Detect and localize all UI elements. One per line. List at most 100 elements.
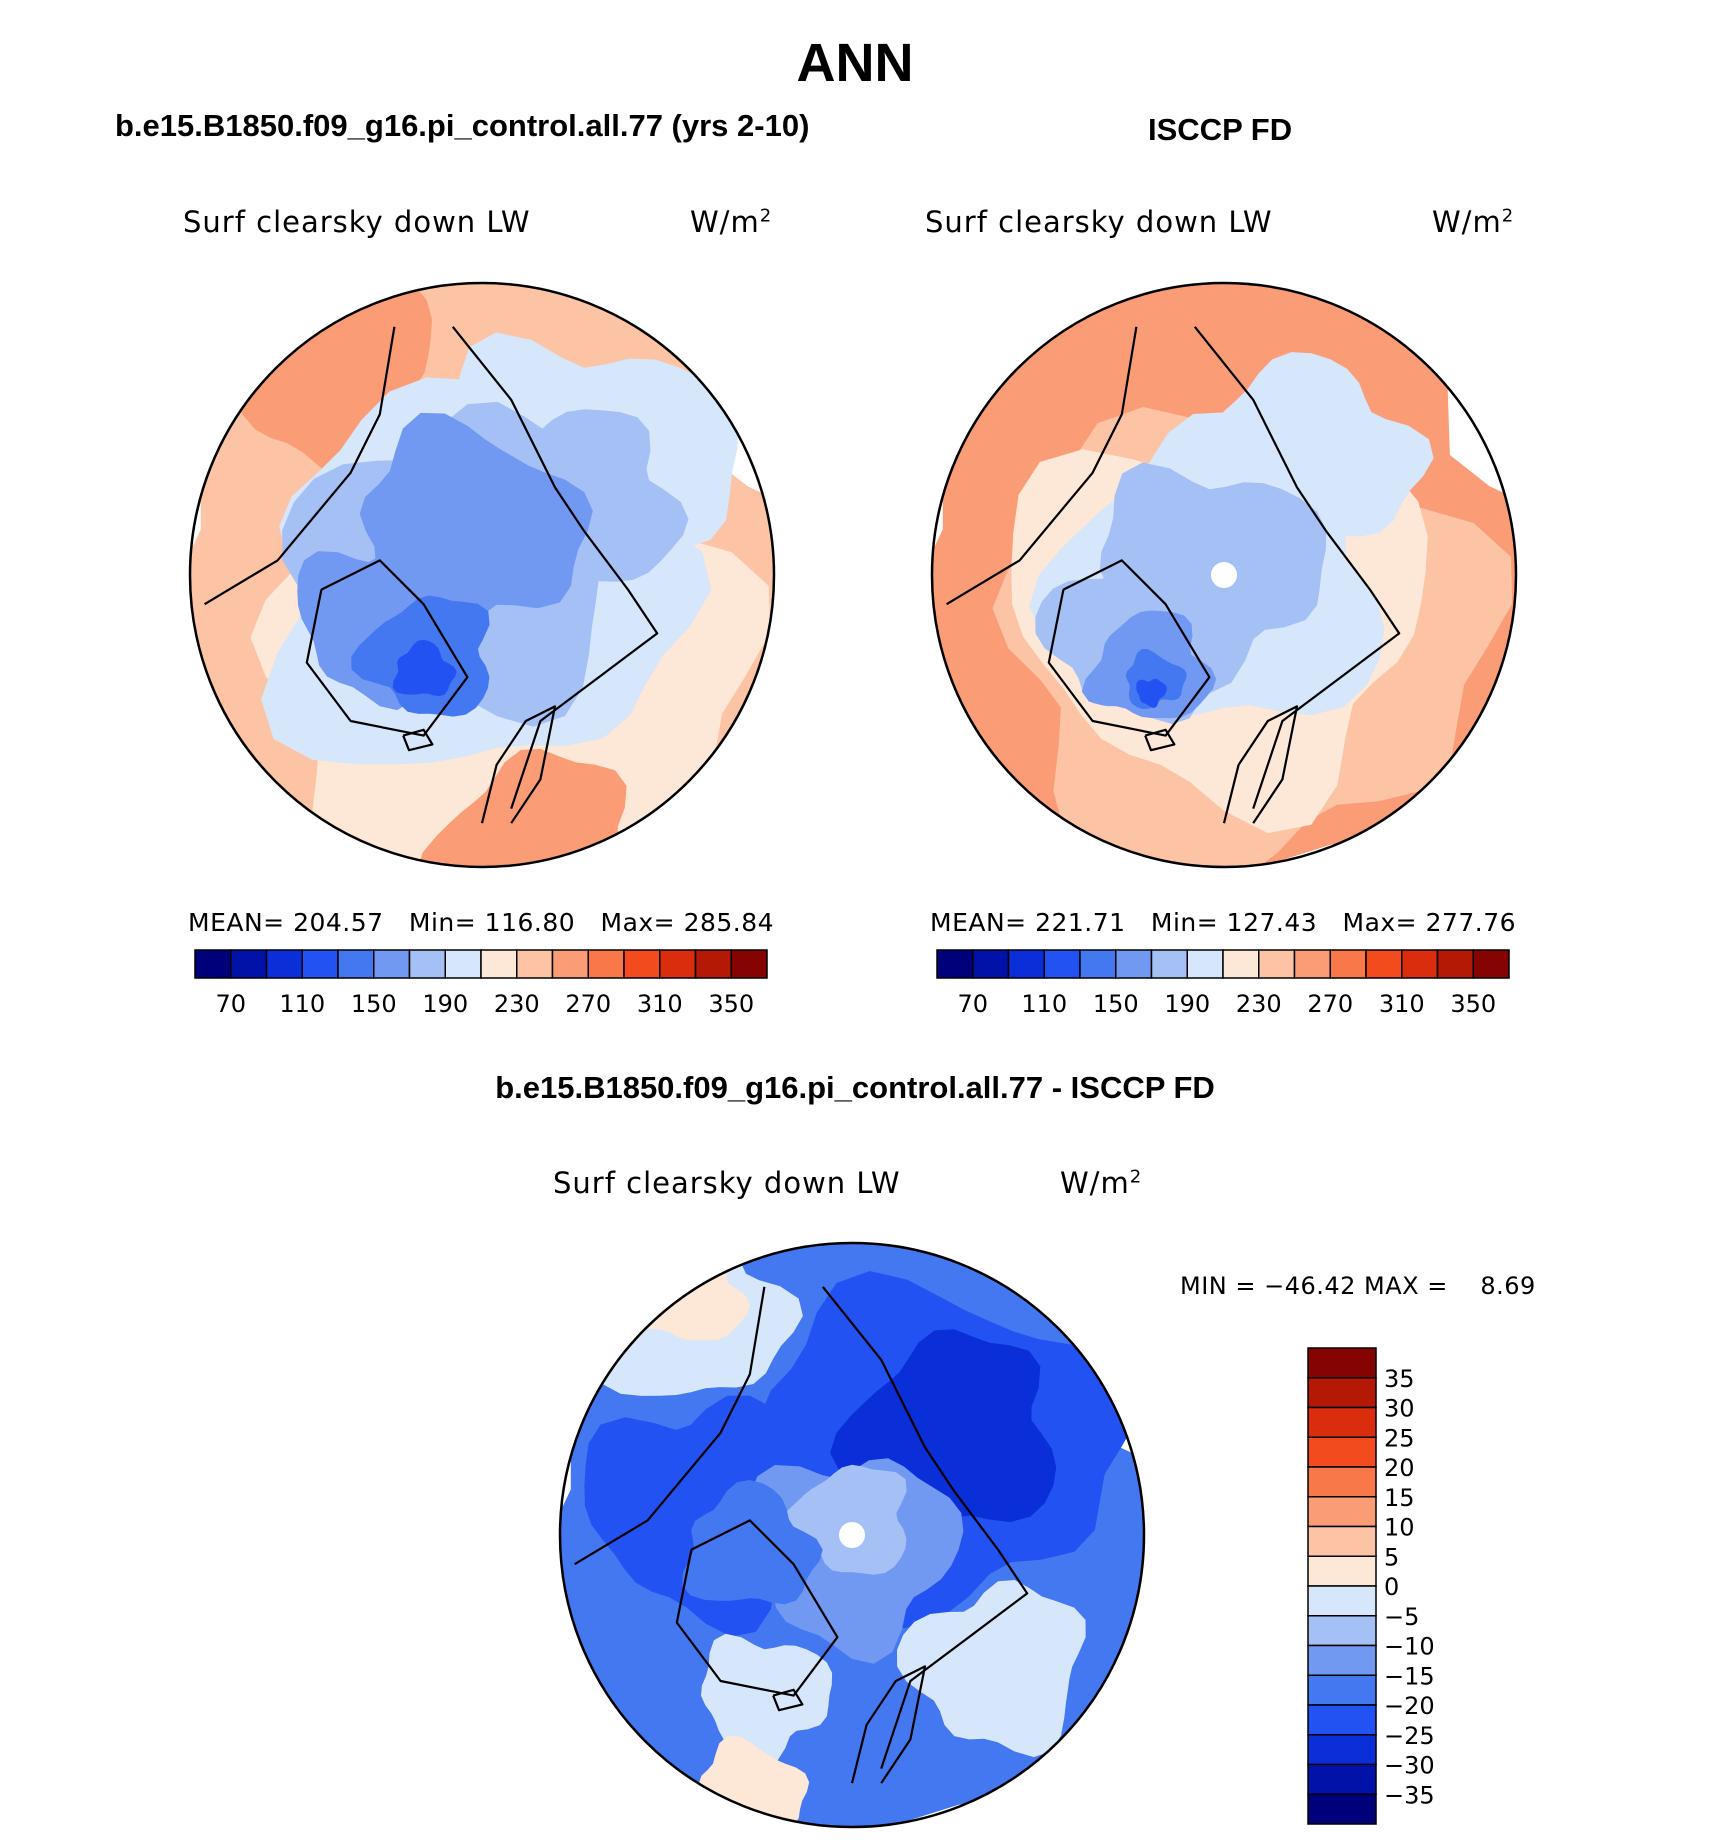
model-contour-region [416, 748, 643, 867]
diff-colorbar-tick: −15 [1384, 1662, 1435, 1690]
obs-colorbar-box [1186, 949, 1224, 979]
obs-colorbar-box [1293, 949, 1331, 979]
diff-colorbar-box [1307, 1525, 1377, 1557]
obs-colorbar-tick: 110 [1021, 990, 1067, 1018]
model-coastline [480, 705, 557, 824]
obs-map-border [930, 281, 1518, 869]
model-map-border [188, 281, 776, 869]
diff-contour-region [780, 1464, 907, 1575]
diff-colorbar-tick: −30 [1384, 1752, 1435, 1780]
model-colorbar-tick: 70 [215, 990, 246, 1018]
obs-coastline [1047, 559, 1211, 737]
model-colorbar-box [516, 949, 554, 979]
obs-colorbar-tick: 190 [1164, 990, 1210, 1018]
obs-max-value: 277.76 [1425, 908, 1517, 937]
obs-coastline [1193, 326, 1401, 809]
model-colorbar-box [194, 949, 232, 979]
model-colorbar-box [694, 949, 732, 979]
obs-colorbar-tick: 350 [1450, 990, 1496, 1018]
model-units-base: W/m [690, 205, 760, 239]
model-units-label: W/m2 [690, 205, 772, 239]
model-variable-label: Surf clearsky down LW [183, 205, 531, 239]
obs-map [932, 283, 1516, 867]
obs-colorbar-tick: 310 [1379, 990, 1425, 1018]
diff-colorbar-box [1307, 1763, 1377, 1795]
diff-contour-region [701, 1633, 833, 1768]
model-mean-label: MEAN= [188, 908, 285, 937]
model-max-label: Max= [600, 908, 676, 937]
model-max-value: 285.84 [683, 908, 775, 937]
model-colorbar-tick: 350 [708, 990, 754, 1018]
diff-colorbar-tick: 15 [1384, 1484, 1415, 1512]
diff-colorbar-tick: −5 [1384, 1603, 1419, 1631]
model-stats: MEAN= 204.57 Min= 116.80 Max= 285.84 [188, 908, 774, 937]
model-coastline [204, 326, 396, 606]
obs-colorbar-box [1222, 949, 1260, 979]
diff-colorbar-box [1307, 1674, 1377, 1706]
diff-colorbar-box [1307, 1406, 1377, 1438]
model-colorbar-tick: 310 [637, 990, 683, 1018]
model-colorbar-box [480, 949, 518, 979]
diff-colorbar-box [1307, 1793, 1377, 1825]
model-coastline [305, 559, 469, 737]
obs-colorbar-box [1007, 949, 1045, 979]
diff-colorbar-tick: −20 [1384, 1692, 1435, 1720]
model-colorbar-box [659, 949, 697, 979]
obs-mean-value: 221.71 [1035, 908, 1126, 937]
model-map [190, 283, 774, 867]
obs-colorbar-box [1401, 949, 1439, 979]
obs-variable-label: Surf clearsky down LW [925, 205, 1273, 239]
obs-panel-heading: ISCCP FD [1148, 112, 1293, 147]
model-colorbar-box [265, 949, 303, 979]
model-colorbar-box [373, 949, 411, 979]
diff-colorbar-box [1307, 1496, 1377, 1528]
diff-colorbar-tick: 0 [1384, 1573, 1399, 1601]
obs-colorbar-tick: 270 [1307, 990, 1353, 1018]
diff-colorbar-box [1307, 1555, 1377, 1587]
diff-coastline [675, 1519, 839, 1697]
obs-max-label: Max= [1342, 908, 1418, 937]
diff-map-border [558, 1241, 1146, 1829]
obs-units-exp: 2 [1501, 205, 1515, 227]
obs-colorbar-tick: 70 [957, 990, 988, 1018]
diff-colorbar-tick: 35 [1384, 1365, 1415, 1393]
diff-colorbar-box [1307, 1466, 1377, 1498]
model-mean-value: 204.57 [293, 908, 384, 937]
obs-colorbar-box [936, 949, 974, 979]
diff-contour-region [897, 1580, 1086, 1758]
diff-colorbar-box [1307, 1644, 1377, 1676]
diff-colorbar-box [1307, 1377, 1377, 1409]
model-colorbar-box [337, 949, 375, 979]
model-units-exp: 2 [759, 205, 773, 227]
diff-colorbar-box [1307, 1734, 1377, 1766]
obs-min-label: Min= [1150, 908, 1219, 937]
obs-colorbar-tick: 150 [1093, 990, 1139, 1018]
diff-colorbar-box [1307, 1347, 1377, 1379]
obs-mean-label: MEAN= [930, 908, 1027, 937]
diff-minmax-text: MIN = −46.42 MAX = 8.69 [1180, 1272, 1536, 1300]
model-min-value: 116.80 [484, 908, 576, 937]
figure-title: ANN [796, 33, 914, 93]
colorbars: 70 110 150 190 230 270 310 350 70 110 150 190 230 270… [194, 949, 1510, 1825]
model-colorbar-tick: 230 [494, 990, 540, 1018]
obs-colorbar-box [1115, 949, 1153, 979]
diff-units-exp: 2 [1129, 1166, 1143, 1188]
diff-variable-label: Surf clearsky down LW [553, 1166, 901, 1200]
model-colorbar-tick: 270 [565, 990, 611, 1018]
obs-coastline [946, 326, 1138, 606]
obs-colorbar-box [1329, 949, 1367, 979]
diff-panel-heading: b.e15.B1850.f09_g16.pi_control.all.77 - … [495, 1070, 1215, 1105]
obs-stats: MEAN= 221.71 Min= 127.43 Max= 277.76 [930, 908, 1516, 937]
diff-colorbar-tick: 5 [1384, 1543, 1399, 1571]
obs-contour-region [1136, 678, 1167, 709]
diff-coastline [574, 1286, 766, 1566]
model-panel-heading: b.e15.B1850.f09_g16.pi_control.all.77 (y… [115, 108, 810, 143]
model-colorbar-box [230, 949, 268, 979]
obs-colorbar-box [1150, 949, 1188, 979]
model-coastline [402, 728, 434, 752]
obs-colorbar-tick: 230 [1236, 990, 1282, 1018]
model-colorbar-box [551, 949, 589, 979]
diff-colorbar-tick: 10 [1384, 1514, 1415, 1542]
obs-units-base: W/m [1432, 205, 1502, 239]
